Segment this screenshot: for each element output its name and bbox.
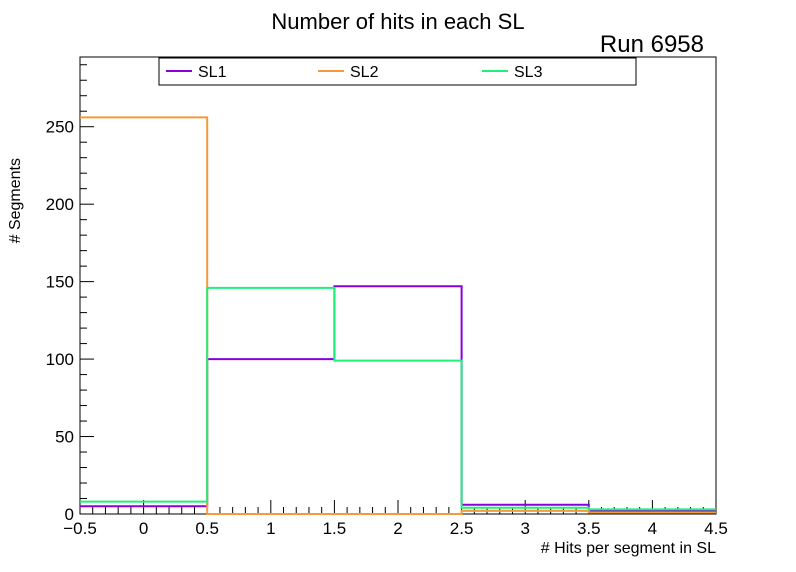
x-axis-title: # Hits per segment in SL [541, 540, 716, 557]
y-axis-title: # Segments [7, 158, 24, 243]
series-sl3-line [80, 286, 716, 511]
x-tick-label: 1 [266, 519, 275, 538]
y-tick-label: 100 [46, 350, 74, 369]
y-tick-label: 0 [65, 505, 74, 524]
series-sl2-line [80, 116, 716, 515]
y-axis-ticks [80, 64, 94, 515]
x-tick-label: 2 [393, 519, 402, 538]
x-tick-label: 1.5 [323, 519, 347, 538]
legend-label-sl3: SL3 [514, 64, 543, 81]
y-tick-label: 200 [46, 195, 74, 214]
legend-label-sl2: SL2 [350, 64, 379, 81]
legend-box [158, 57, 637, 86]
series-group [80, 116, 716, 515]
chart-title: Number of hits in each SL [271, 9, 524, 34]
x-tick-label: −0.5 [63, 519, 97, 538]
y-tick-label: 150 [46, 273, 74, 292]
x-tick-label: 4.5 [704, 519, 728, 538]
y-axis-tick-labels: 0 50 100 150 200 250 [46, 118, 74, 524]
x-tick-label: 0.5 [195, 519, 219, 538]
legend: SL1 SL2 SL3 [158, 57, 637, 86]
x-tick-label: 3 [520, 519, 529, 538]
run-label: Run 6958 [600, 31, 704, 58]
x-tick-label: 2.5 [450, 519, 474, 538]
series-sl1-line [80, 285, 716, 512]
x-tick-label: 0 [139, 519, 148, 538]
y-tick-label: 250 [46, 118, 74, 137]
y-tick-label: 50 [55, 428, 74, 447]
x-tick-label: 4 [648, 519, 657, 538]
legend-label-sl1: SL1 [198, 64, 227, 81]
x-axis-tick-labels: −0.5 0 0.5 1 1.5 2 2.5 3 3.5 4 4.5 [63, 519, 728, 538]
x-tick-label: 3.5 [577, 519, 601, 538]
